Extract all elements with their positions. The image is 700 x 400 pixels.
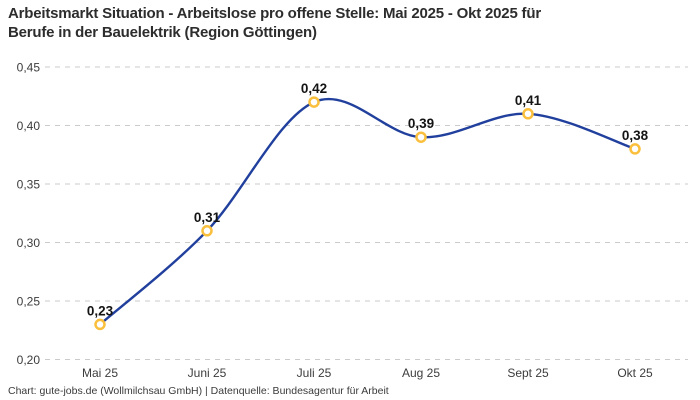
data-point xyxy=(629,143,641,155)
x-tick-label: Okt 25 xyxy=(617,366,653,380)
chart-title: Arbeitsmarkt Situation - Arbeitslose pro… xyxy=(8,4,680,42)
x-tick-label: Juli 25 xyxy=(297,366,332,380)
y-tick-label: 0,20 xyxy=(17,353,41,367)
y-tick-label: 0,40 xyxy=(17,119,41,133)
data-point-label: 0,42 xyxy=(301,81,327,96)
y-tick-label: 0,35 xyxy=(17,178,41,192)
x-tick-label: Juni 25 xyxy=(188,366,227,380)
chart-source: Chart: gute-jobs.de (Wollmilchsau GmbH) … xyxy=(8,385,389,397)
data-point-label: 0,41 xyxy=(515,93,542,108)
data-point xyxy=(308,96,320,108)
data-point-label: 0,39 xyxy=(408,116,434,131)
data-point xyxy=(415,131,427,143)
x-tick-label: Aug 25 xyxy=(402,366,440,380)
y-tick-label: 0,25 xyxy=(17,295,41,309)
y-tick-label: 0,30 xyxy=(17,236,41,250)
y-tick-label: 0,45 xyxy=(17,61,41,75)
x-tick-label: Mai 25 xyxy=(82,366,118,380)
x-tick-label: Sept 25 xyxy=(507,366,549,380)
data-point-label: 0,38 xyxy=(622,128,649,143)
data-point-label: 0,23 xyxy=(87,303,114,318)
chart-title-line2: Berufe in der Bauelektrik (Region Göttin… xyxy=(8,24,317,41)
data-point xyxy=(201,225,213,237)
chart-title-line1: Arbeitsmarkt Situation - Arbeitslose pro… xyxy=(8,5,541,22)
data-point xyxy=(522,108,534,120)
data-point xyxy=(94,318,106,331)
series-line xyxy=(98,97,637,326)
data-point-label: 0,31 xyxy=(194,210,221,225)
